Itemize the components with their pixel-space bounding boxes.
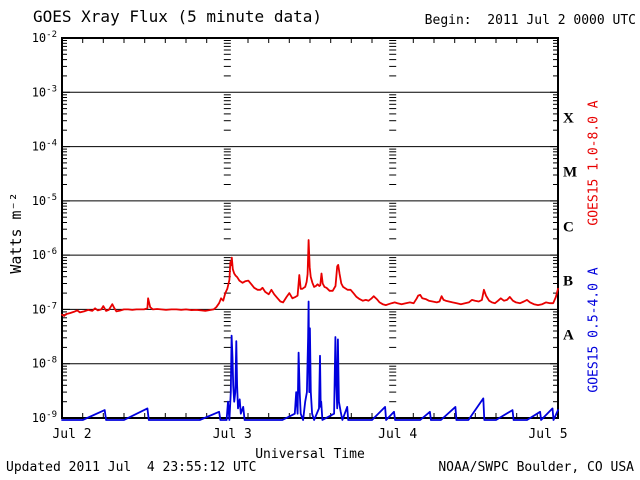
- series-short-channel: [61, 300, 559, 421]
- flare-class-x-label: X: [563, 110, 574, 127]
- y-axis-label: Watts m⁻²: [7, 192, 25, 274]
- series-long-channel: [61, 239, 559, 317]
- x-tick-label: Jul 4: [378, 427, 417, 442]
- y-tick-label: 10-3: [32, 84, 57, 99]
- y-tick-label: 10-7: [32, 301, 57, 316]
- flare-class-c-label: C: [563, 219, 574, 236]
- x-tick-label: Jul 2: [52, 427, 91, 442]
- legend-long-channel: GOES15 1.0-8.0 A: [586, 100, 602, 226]
- begin-timestamp-label: Begin: 2011 Jul 2 0000 UTC: [424, 13, 636, 28]
- x-tick-label: Jul 3: [213, 427, 252, 442]
- updated-timestamp-label: Updated 2011 Jul 4 23:55:12 UTC: [6, 460, 257, 475]
- flare-class-m-label: M: [563, 164, 578, 181]
- page-title: GOES Xray Flux (5 minute data): [33, 7, 322, 26]
- legend-short-channel: GOES15 0.5-4.0 A: [586, 267, 602, 393]
- y-tick-label: 10-2: [32, 30, 57, 45]
- source-attribution-label: NOAA/SWPC Boulder, CO USA: [438, 460, 634, 475]
- y-tick-label: 10-5: [32, 193, 57, 208]
- flare-class-b-label: B: [563, 273, 574, 290]
- x-axis-label: Universal Time: [255, 447, 365, 462]
- y-tick-label: 10-9: [32, 410, 57, 425]
- y-tick-label: 10-4: [32, 139, 57, 154]
- y-tick-label: 10-6: [32, 247, 57, 262]
- x-tick-label: Jul 5: [528, 427, 567, 442]
- plot-frame: [61, 37, 559, 419]
- y-tick-label: 10-8: [32, 356, 57, 371]
- flare-class-a-label: A: [563, 327, 574, 344]
